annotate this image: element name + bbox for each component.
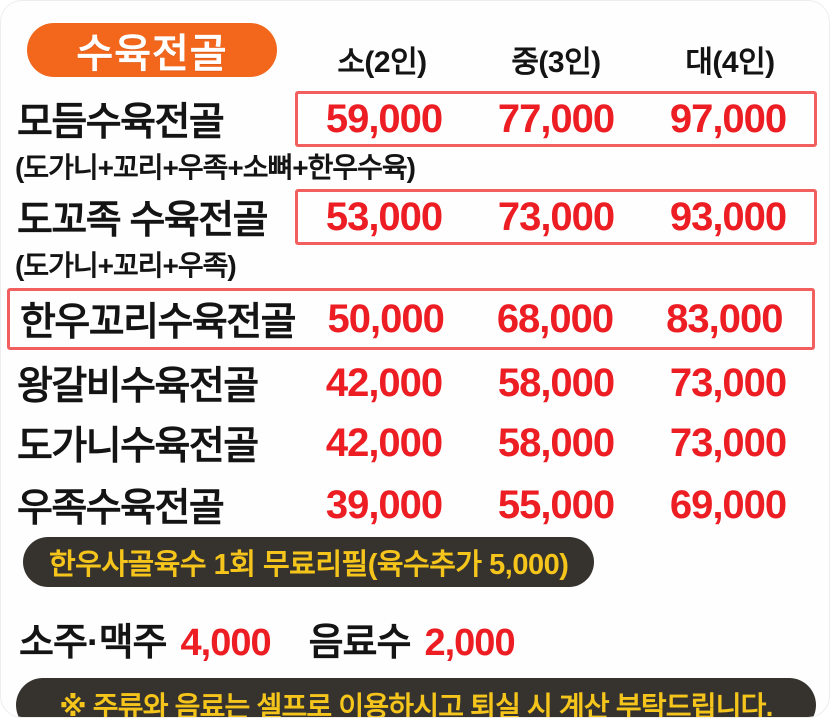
header-row: 수육전골 소(2인) 중(3인) 대(4인) [1, 1, 829, 79]
price-cell: 50,000 [327, 296, 444, 341]
menu-item-note: (도가니+꼬리+우족) [15, 250, 237, 281]
price-cell: 58,000 [497, 420, 615, 465]
menu-row: 왕갈비수육전골 42,000 58,000 73,000 [17, 355, 817, 411]
price-cell: 73,000 [497, 194, 615, 239]
menu-item-name: 왕갈비수육전골 [17, 365, 259, 408]
column-header-small: 소(2인) [337, 46, 427, 79]
menu-item-name: 우족수육전골 [17, 487, 225, 530]
price-cell: 69,000 [669, 482, 787, 527]
price-cell: 73,000 [669, 420, 787, 465]
menu-row: 도가니수육전골 42,000 58,000 73,000 [17, 415, 817, 471]
price-cell: 68,000 [496, 296, 614, 341]
drink-label: 소주·맥주 [19, 622, 167, 664]
price-cell: 83,000 [666, 296, 783, 341]
refill-banner: 한우사골육수 1회 무료리필(육수추가 5,000) [23, 537, 595, 587]
drink-price: 2,000 [424, 622, 515, 664]
price-highlight-box: 53,000 73,000 93,000 [295, 189, 817, 245]
price-group: 39,000 55,000 69,000 [295, 477, 817, 533]
drink-label: 음료수 [308, 622, 412, 664]
menu-item-name: 모듬수육전골 [17, 101, 225, 144]
price-cell: 53,000 [325, 194, 443, 239]
price-group: 42,000 58,000 73,000 [295, 355, 817, 411]
column-header-large: 대(4인) [685, 46, 775, 79]
menu-item-note: (도가니+꼬리+우족+소뼈+한우수육) [15, 152, 416, 183]
price-cell: 97,000 [669, 96, 787, 141]
menu-item-name: 도가니수육전골 [17, 425, 259, 468]
price-highlight-box: 59,000 77,000 97,000 [295, 91, 817, 147]
drinks-line: 소주·맥주 4,000 음료수 2,000 [19, 611, 829, 666]
price-cell: 55,000 [497, 482, 615, 527]
menu-table: 모듬수육전골 59,000 77,000 97,000 (도가니+꼬리+우족+소… [1, 91, 829, 533]
price-cell: 42,000 [325, 360, 443, 405]
notice-bar: ※ 주류와 음료는 셀프로 이용하시고 퇴실 시 계산 부탁드립니다. [16, 678, 816, 717]
price-cell: 77,000 [497, 96, 615, 141]
drink-price: 4,000 [180, 622, 272, 664]
price-group: 42,000 58,000 73,000 [295, 415, 817, 471]
column-header-medium: 중(3인) [511, 46, 601, 79]
menu-row: 우족수육전골 39,000 55,000 69,000 [17, 477, 817, 533]
price-cell: 42,000 [325, 420, 443, 465]
price-group: 50,000 68,000 83,000 [298, 291, 812, 347]
price-cell: 59,000 [325, 96, 443, 141]
size-column-headers: 소(2인) 중(3인) 대(4인) [295, 37, 817, 81]
price-cell: 93,000 [669, 194, 787, 239]
price-cell: 73,000 [669, 360, 787, 405]
price-cell: 58,000 [497, 360, 615, 405]
menu-row: 모듬수육전골 59,000 77,000 97,000 [17, 91, 817, 147]
category-badge: 수육전골 [27, 23, 277, 77]
price-cell: 39,000 [325, 482, 443, 527]
menu-row: 도꼬족 수육전골 53,000 73,000 93,000 [17, 189, 817, 245]
menu-item-name: 도꼬족 수육전골 [17, 199, 269, 242]
menu-row-highlighted: 한우꼬리수육전골 50,000 68,000 83,000 [7, 288, 815, 350]
menu-item-name: 한우꼬리수육전골 [20, 301, 297, 344]
